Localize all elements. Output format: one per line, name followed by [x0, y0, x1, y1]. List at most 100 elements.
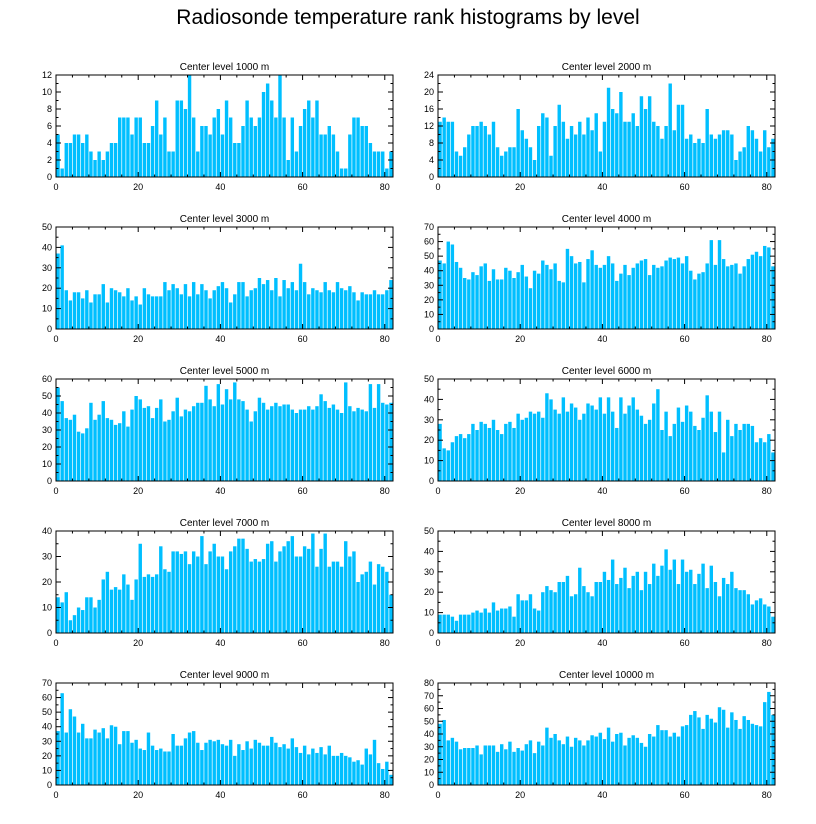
x-tick-label: 20	[515, 334, 525, 344]
bar	[220, 404, 225, 481]
bar	[163, 117, 167, 177]
bar	[81, 298, 85, 329]
bar	[467, 748, 471, 785]
bar	[282, 404, 286, 481]
bar	[672, 130, 677, 177]
bar	[372, 407, 377, 481]
y-tick-label: 60	[42, 374, 52, 384]
bar	[261, 559, 266, 633]
bar	[105, 738, 110, 785]
y-tick-label: 50	[42, 707, 52, 717]
bar	[602, 121, 607, 177]
bar	[68, 620, 73, 633]
bar	[376, 564, 381, 633]
bar	[286, 160, 290, 177]
bar	[684, 256, 689, 329]
bar	[463, 147, 467, 177]
bar	[454, 620, 459, 633]
bar	[458, 434, 463, 481]
bar	[261, 745, 266, 785]
bar	[159, 399, 163, 481]
bar	[208, 399, 212, 481]
bar	[754, 725, 759, 785]
bar	[385, 168, 389, 177]
bar	[138, 543, 142, 633]
bar	[294, 151, 299, 177]
bar	[257, 742, 262, 785]
bar	[475, 745, 479, 785]
bar	[471, 748, 475, 785]
bar	[200, 402, 204, 481]
bar	[561, 282, 566, 329]
y-tick-label: 40	[424, 394, 434, 404]
bar	[721, 130, 726, 177]
bar	[586, 259, 590, 329]
bar	[376, 294, 381, 329]
y-tick-label: 0	[429, 172, 434, 182]
bar	[524, 417, 529, 481]
bar	[672, 559, 677, 633]
bar	[684, 138, 689, 177]
bar	[738, 151, 742, 177]
bar	[660, 266, 664, 329]
bar	[302, 745, 307, 785]
bar	[196, 556, 200, 633]
bar	[105, 418, 110, 481]
bar	[319, 134, 323, 177]
bar	[97, 414, 101, 481]
bar	[631, 267, 635, 329]
bar	[627, 121, 631, 177]
bar	[257, 278, 262, 329]
y-tick-label: 20	[424, 87, 434, 97]
bar	[216, 556, 221, 633]
bar	[109, 419, 114, 481]
bar	[307, 754, 311, 785]
bar	[442, 263, 446, 329]
bar	[532, 160, 537, 177]
bar	[508, 606, 512, 633]
bar	[323, 401, 327, 481]
bar	[56, 134, 60, 177]
bar	[204, 385, 208, 481]
bar	[627, 588, 631, 633]
bar	[615, 734, 619, 785]
panel-title: Center level 5000 m	[180, 366, 270, 377]
bar	[315, 406, 319, 481]
bar	[64, 143, 68, 177]
bar	[705, 109, 709, 177]
bar	[758, 438, 763, 481]
bar	[738, 728, 742, 785]
bar	[758, 726, 763, 785]
x-tick-label: 60	[298, 182, 308, 192]
bar	[327, 407, 331, 481]
bar	[385, 290, 389, 329]
bar	[508, 147, 512, 177]
y-tick-label: 6	[47, 121, 52, 131]
bar	[344, 541, 348, 633]
bar	[442, 448, 446, 481]
bar	[216, 739, 221, 785]
bar	[767, 606, 771, 633]
y-tick-label: 30	[42, 425, 52, 435]
bar	[348, 556, 352, 633]
bar	[652, 736, 656, 785]
bar	[265, 543, 270, 633]
x-tick-label: 60	[298, 638, 308, 648]
bar	[130, 599, 134, 633]
bar	[290, 738, 295, 785]
bar	[541, 592, 545, 633]
bar	[479, 754, 483, 785]
bar	[327, 566, 331, 633]
bar	[339, 288, 344, 329]
bar	[389, 280, 393, 329]
y-tick-label: 10	[424, 456, 434, 466]
bar	[159, 748, 163, 785]
bar	[549, 399, 553, 481]
bar	[446, 241, 450, 329]
bar	[442, 614, 446, 633]
bar	[631, 397, 635, 481]
bar	[360, 292, 364, 329]
bar	[520, 264, 524, 329]
bar	[565, 248, 570, 329]
x-tick-label: 80	[762, 182, 772, 192]
